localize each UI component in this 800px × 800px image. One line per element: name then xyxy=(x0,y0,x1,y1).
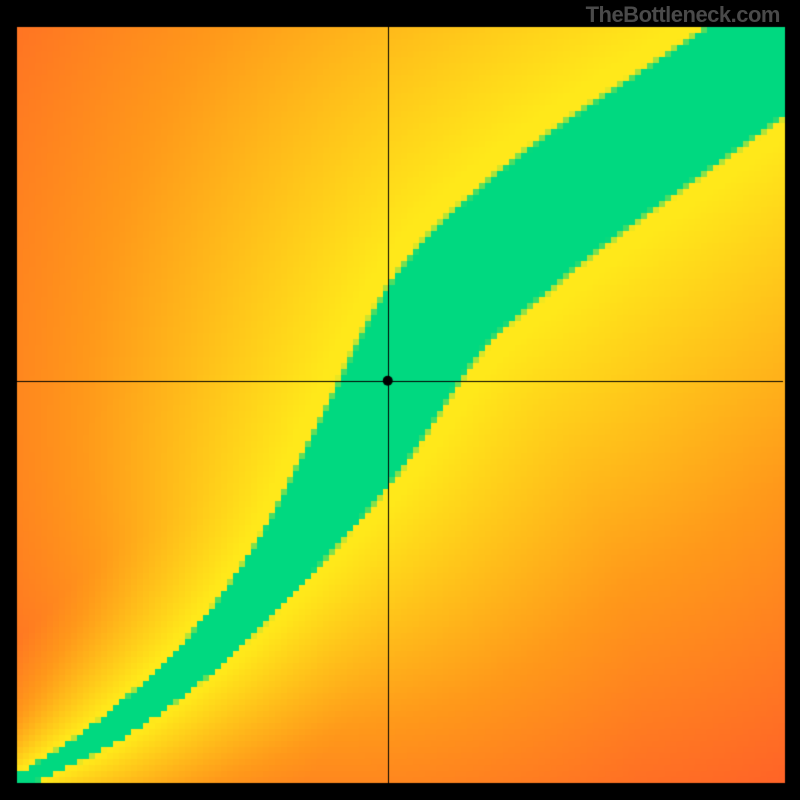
watermark-text: TheBottleneck.com xyxy=(586,2,780,28)
heatmap-canvas xyxy=(0,0,800,800)
chart-container: TheBottleneck.com xyxy=(0,0,800,800)
